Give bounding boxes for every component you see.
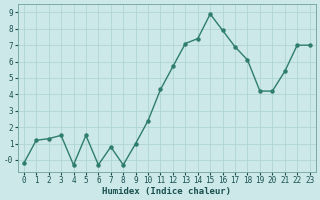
X-axis label: Humidex (Indice chaleur): Humidex (Indice chaleur) bbox=[102, 187, 231, 196]
